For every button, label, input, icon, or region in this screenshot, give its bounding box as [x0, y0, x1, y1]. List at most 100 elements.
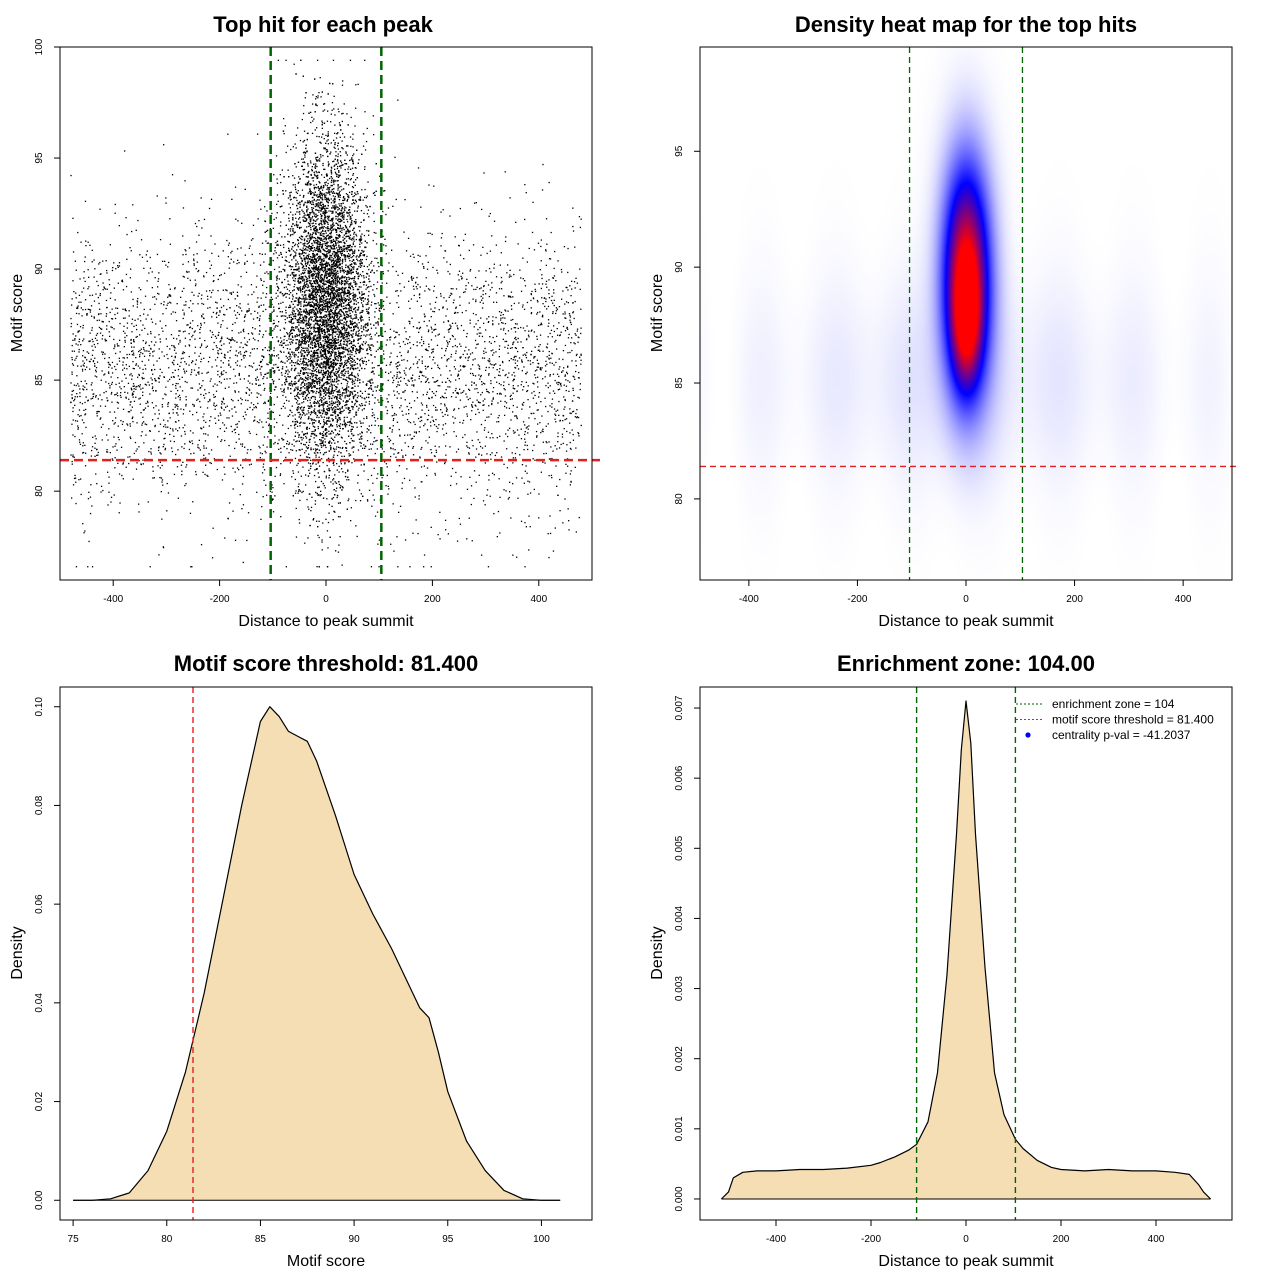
data-point [541, 315, 543, 318]
data-point [460, 369, 462, 371]
data-point [500, 456, 503, 458]
data-point [85, 383, 88, 385]
data-point [527, 359, 529, 362]
data-point [482, 382, 485, 384]
data-point [414, 487, 416, 489]
data-point [88, 491, 90, 493]
data-point [347, 230, 350, 232]
data-point [514, 323, 517, 325]
data-point [379, 367, 382, 370]
data-point [102, 351, 104, 353]
data-point [405, 250, 408, 252]
data-point [332, 329, 334, 331]
data-point [313, 370, 316, 372]
data-point [338, 311, 341, 313]
data-point [203, 275, 205, 277]
data-point [152, 386, 154, 388]
data-point [79, 443, 82, 445]
data-point [138, 398, 140, 400]
data-point [175, 412, 178, 414]
data-point [77, 414, 79, 416]
data-point [527, 399, 529, 401]
data-point [366, 195, 368, 197]
data-point [435, 425, 438, 428]
data-point [554, 379, 556, 382]
data-point [564, 317, 566, 319]
data-point [240, 286, 242, 288]
data-point [108, 357, 110, 359]
data-point [337, 261, 339, 263]
data-point [344, 363, 347, 365]
data-point [120, 446, 123, 448]
data-point [403, 477, 406, 480]
data-point [175, 397, 177, 399]
data-point [117, 377, 119, 379]
data-point [540, 239, 542, 241]
data-point [370, 387, 372, 389]
data-point [467, 446, 469, 449]
data-point [482, 302, 484, 304]
data-point [298, 379, 300, 381]
data-point [413, 435, 415, 437]
data-point [407, 445, 410, 448]
data-point [526, 444, 528, 447]
data-point [542, 314, 544, 316]
data-point [223, 430, 226, 432]
data-point [412, 253, 414, 255]
data-point [503, 327, 505, 330]
data-point [415, 286, 417, 288]
data-point [126, 357, 128, 359]
data-point [230, 339, 233, 341]
data-point [509, 491, 511, 493]
data-point [192, 432, 194, 434]
data-point [231, 329, 233, 332]
data-point [207, 434, 209, 436]
data-point [278, 439, 280, 441]
data-point [369, 333, 372, 335]
data-point [579, 226, 581, 229]
data-point [244, 446, 246, 448]
data-point [274, 386, 276, 388]
data-point [94, 455, 96, 457]
data-point [527, 493, 529, 495]
data-point [558, 400, 560, 403]
data-point [508, 295, 510, 297]
data-point [230, 340, 232, 342]
data-point [412, 532, 414, 534]
data-point [223, 378, 226, 380]
data-point [452, 335, 454, 338]
data-point [487, 284, 490, 286]
data-point [420, 372, 422, 374]
data-point [514, 355, 516, 358]
data-point [144, 423, 146, 425]
data-point [514, 388, 516, 390]
data-point [523, 366, 525, 368]
data-point [344, 287, 346, 290]
data-point [459, 357, 461, 359]
data-point [280, 360, 283, 362]
data-point [488, 361, 490, 363]
data-point [502, 314, 504, 316]
data-point [142, 347, 145, 349]
data-point [567, 352, 569, 354]
data-point [456, 325, 458, 327]
data-point [267, 400, 269, 402]
data-point [424, 315, 426, 317]
data-point [268, 353, 270, 356]
data-point [509, 274, 511, 276]
data-point [226, 239, 228, 242]
data-point [126, 327, 128, 329]
data-point [188, 440, 191, 442]
data-point [111, 367, 113, 369]
data-point [172, 362, 174, 364]
data-point [441, 347, 443, 350]
data-point [142, 394, 144, 397]
data-point [499, 374, 501, 377]
data-point [122, 289, 125, 291]
data-point [328, 512, 330, 514]
data-point [392, 419, 394, 421]
data-point [504, 346, 506, 348]
data-point [276, 283, 278, 285]
data-point [177, 363, 179, 365]
data-point [545, 249, 547, 251]
